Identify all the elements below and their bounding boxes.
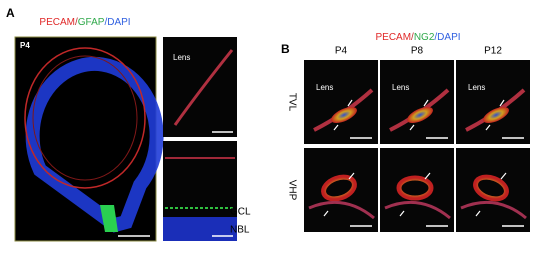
age-label: P4	[20, 41, 30, 50]
arrow	[333, 124, 339, 131]
column-label: P4	[335, 46, 348, 57]
stain-name: NG2	[414, 32, 435, 43]
column-label: P12	[484, 46, 502, 57]
micrograph	[304, 148, 378, 232]
retina-image	[14, 36, 164, 242]
lens-label: Lens	[316, 83, 333, 92]
arrow	[348, 172, 355, 180]
arrow	[475, 210, 481, 217]
panel-label: B	[281, 42, 290, 56]
vessel	[384, 200, 451, 220]
separator: /	[75, 17, 78, 28]
inset-top	[163, 37, 237, 137]
pericyte	[483, 106, 509, 124]
layer-label: GCL	[230, 207, 251, 218]
arrow	[323, 210, 329, 217]
stain-name: PECAM	[375, 32, 411, 43]
arrow	[409, 124, 415, 131]
pericyte	[321, 174, 357, 202]
panel-label: A	[6, 6, 15, 20]
stain-name: PECAM	[39, 17, 75, 28]
micrograph	[380, 148, 454, 232]
stain-name: GFAP	[78, 17, 105, 28]
vessel	[460, 200, 527, 220]
separator: /	[411, 32, 414, 43]
arrow	[499, 99, 505, 107]
pericyte	[473, 174, 509, 202]
row-label: VHP	[286, 180, 297, 201]
stain-name: DAPI	[437, 32, 460, 43]
layer-label: NBL	[230, 225, 250, 236]
vessel	[308, 200, 375, 220]
arrow	[399, 210, 405, 217]
row-label: TVL	[286, 93, 297, 112]
inset-bottom	[163, 141, 237, 241]
pericyte	[331, 106, 357, 124]
micrograph	[456, 148, 530, 232]
column-label: P8	[411, 46, 424, 57]
stain-legend: PECAM/NG2/DAPI	[375, 32, 460, 43]
arrow	[500, 172, 507, 180]
image-grid: P4 P8 P12 TVL VHP Lens Lens Lens	[286, 46, 530, 232]
pericyte	[407, 106, 433, 124]
arrow	[423, 99, 429, 107]
separator: /	[434, 32, 437, 43]
pericyte	[396, 175, 434, 201]
arrow	[347, 99, 353, 107]
stain-legend: PECAM/GFAP/DAPI	[39, 17, 130, 28]
lens-label: Lens	[392, 83, 409, 92]
lens-label: Lens	[468, 83, 485, 92]
lens-label: Lens	[173, 53, 190, 62]
arrow	[485, 124, 491, 131]
stain-name: DAPI	[107, 17, 130, 28]
arrow	[424, 172, 431, 180]
separator: /	[104, 17, 107, 28]
